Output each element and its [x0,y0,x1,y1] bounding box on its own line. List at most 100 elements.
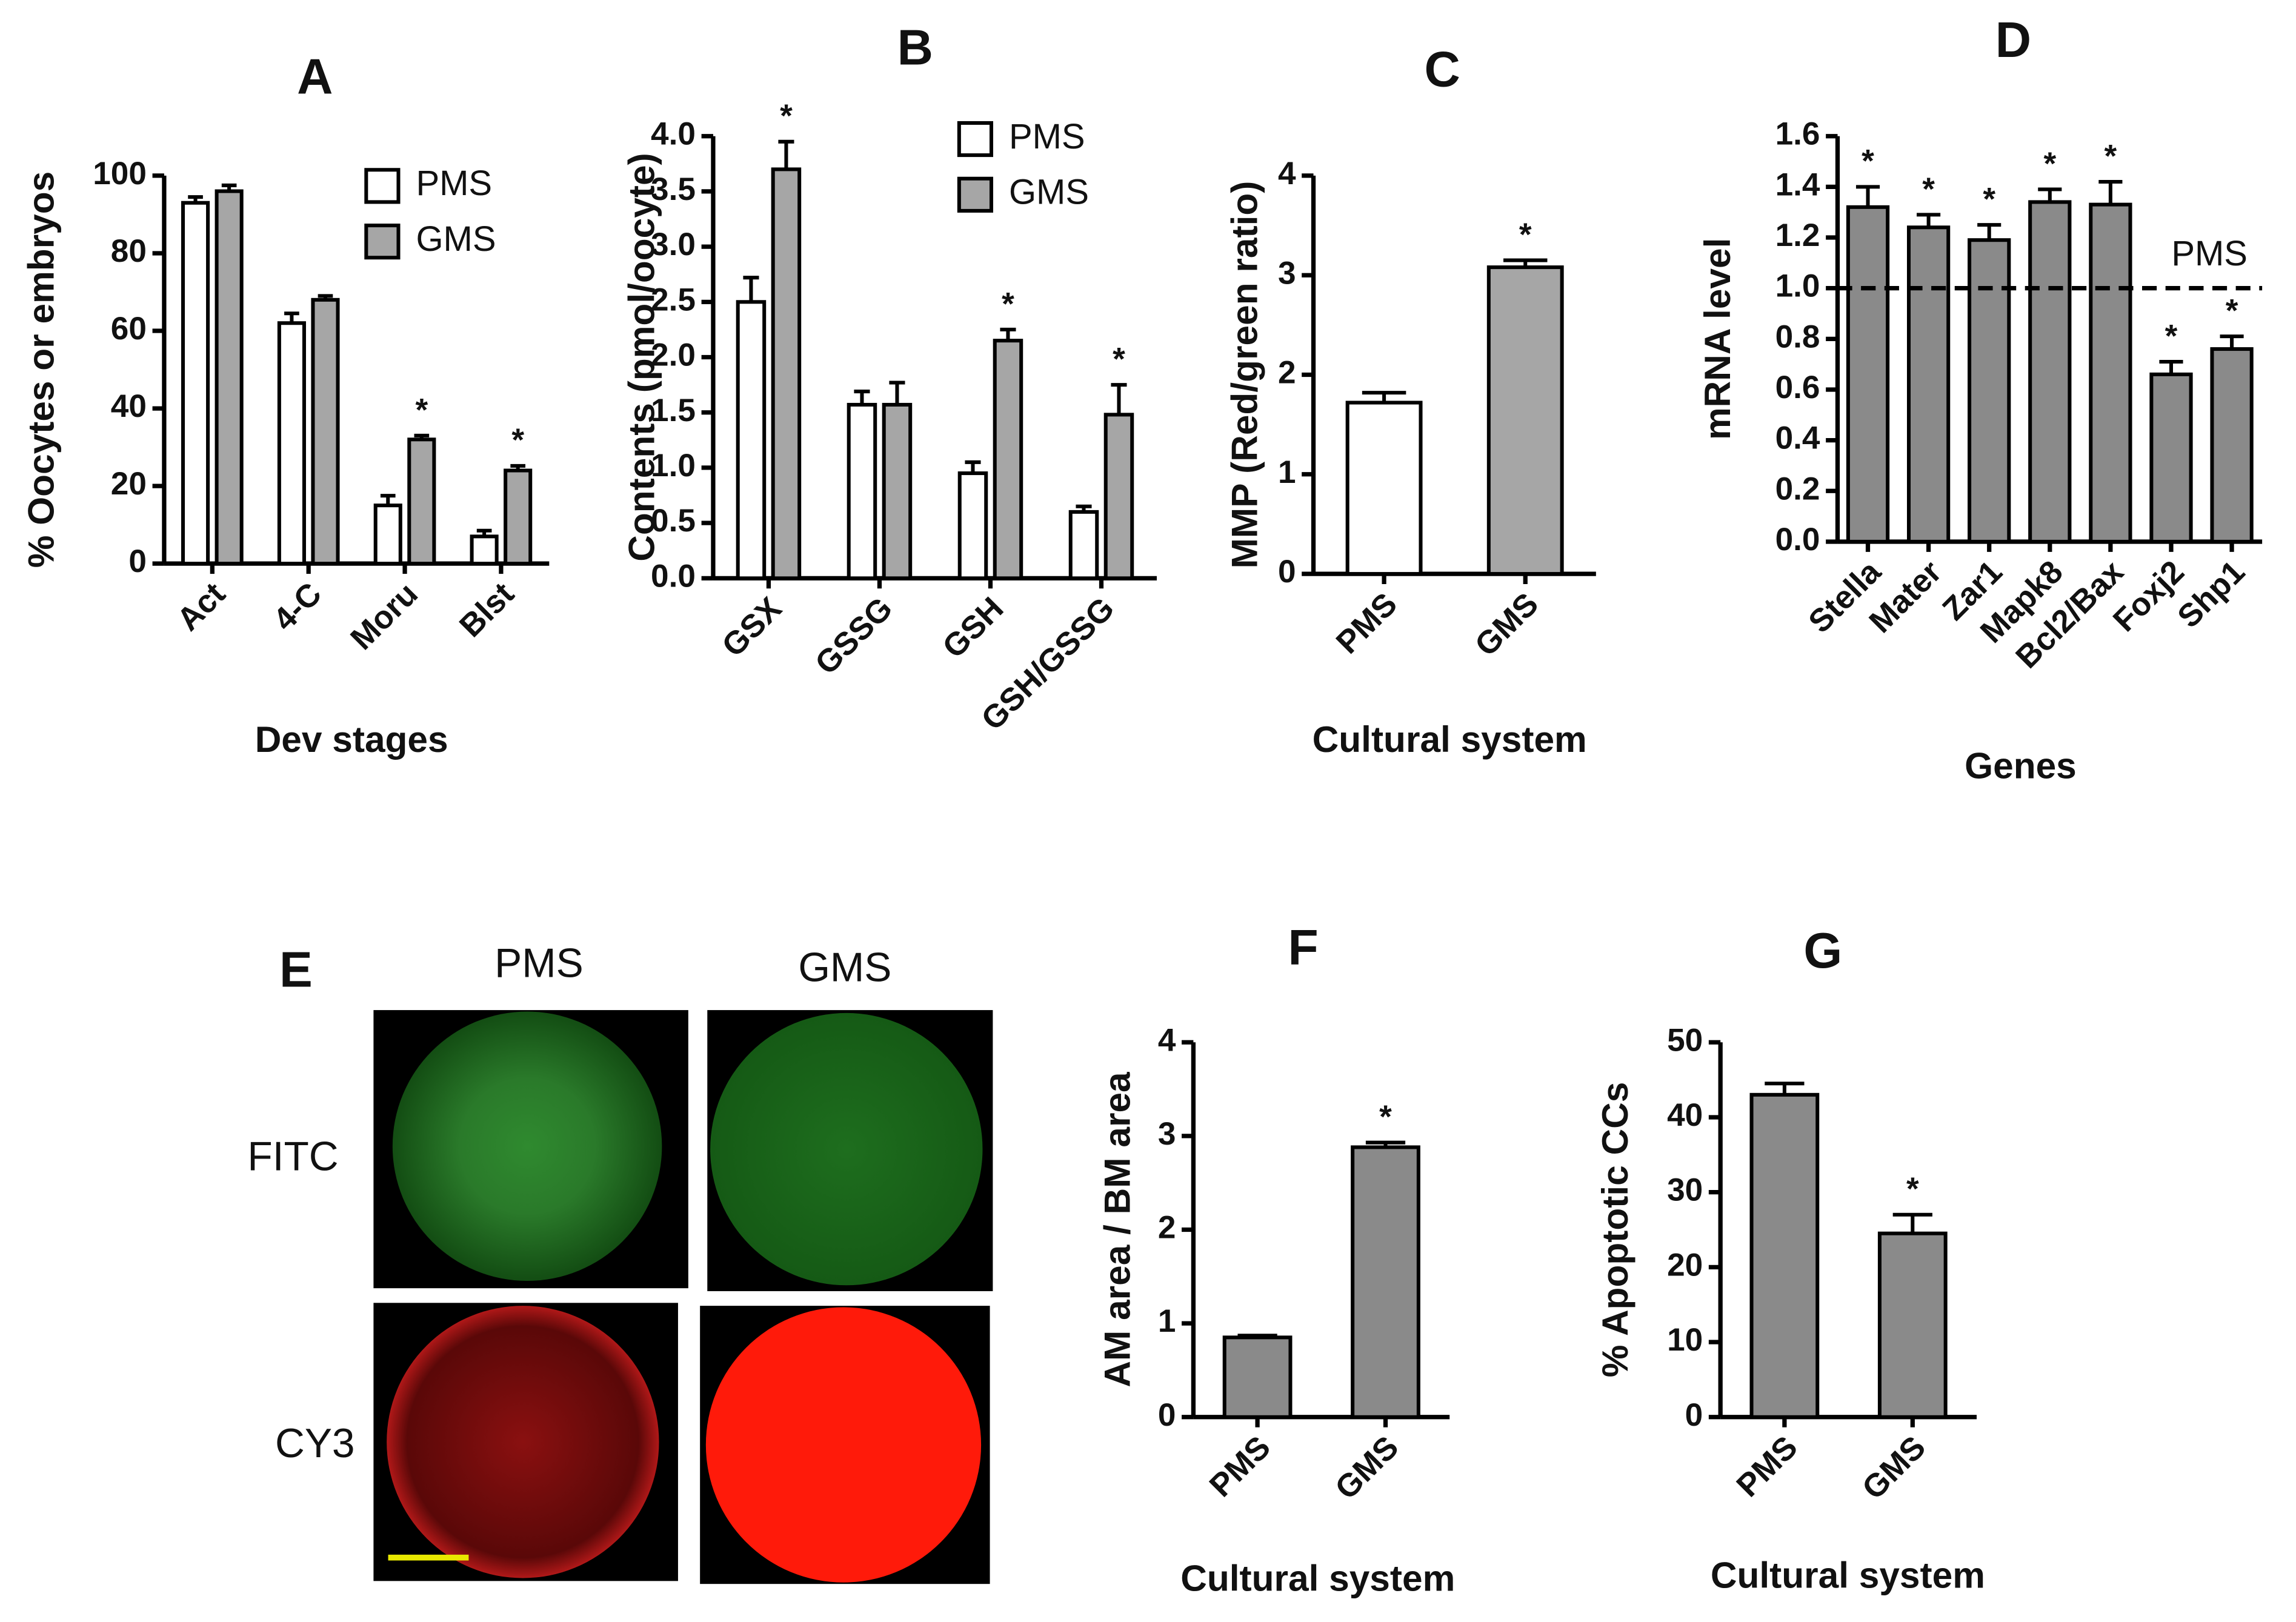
y-tick-label: 2 [1158,1210,1176,1246]
x-tick-label: GMS [1855,1429,1932,1506]
legend-swatch [957,176,994,213]
y-tick-label: 0.5 [651,503,696,539]
x-tick-label: GMS [1468,586,1545,663]
x-tick-label: Moru [344,576,425,657]
bar [882,402,913,580]
x-tick-label: Blst [453,576,521,644]
panel-title: C [1424,42,1460,98]
significance: * [1113,342,1125,377]
bar [993,339,1023,580]
y-tick-label: 2.0 [651,337,696,373]
bar [1068,510,1099,580]
significance: * [780,98,793,134]
x-tick-label: GSSG [808,591,899,682]
panel-title: G [1803,923,1842,979]
y-tick-label: 0 [1158,1397,1176,1433]
y-tick-label: 0 [128,543,147,579]
y-axis-title: AM area / BM area [1097,1072,1138,1388]
oocyte [392,1011,662,1281]
legend-label: PMS [416,164,492,203]
significance: * [1379,1099,1392,1135]
bar [2028,200,2072,543]
y-tick-label: 1 [1158,1303,1176,1339]
bar [215,189,244,566]
bar [1222,1335,1293,1419]
y-tick-label: 0 [1685,1397,1703,1433]
y-tick-label: 3.5 [651,171,696,207]
reference-label: PMS [2171,234,2248,273]
bar [1846,205,1890,543]
bar [373,504,402,566]
panel-title: E [279,942,313,997]
x-axis-title: Dev stages [255,719,448,760]
y-tick-label: 3 [1278,255,1296,291]
bar [470,534,499,566]
legend-label: GMS [416,220,496,259]
bar [1877,1231,1948,1419]
x-axis-title: Cultural system [1180,1557,1455,1598]
column-label: GMS [798,945,891,991]
bar [1351,1145,1420,1419]
significance: * [2226,293,2238,329]
panel-e: E PMS GMS FITC CY3 [247,940,993,1584]
bar [2089,202,2132,543]
y-tick-label: 1.0 [1775,268,1820,304]
y-tick-label: 0.6 [1775,370,1820,405]
y-tick-label: 1.5 [651,393,696,428]
y-tick-label: 10 [1667,1322,1703,1358]
x-tick-label: Foxj2 [2106,554,2191,639]
bar [847,402,877,580]
significance: * [1862,144,1874,179]
legend-swatch [364,168,401,204]
bar [736,300,767,580]
x-axis-title: Genes [1965,745,2077,786]
significance: * [1983,181,1995,217]
y-axis-title: mRNA level [1697,238,1738,440]
legend-swatch [364,224,401,260]
y-tick-label: 40 [1667,1097,1703,1133]
panel-title: D [1995,13,2031,68]
bar [311,297,340,566]
x-tick-label: PMS [1203,1429,1277,1504]
y-tick-label: 1.4 [1775,167,1820,202]
bar [957,471,988,580]
bar [1749,1092,1820,1419]
x-tick-label: PMS [1329,586,1404,660]
significance: * [511,422,524,458]
x-tick-label: Shp1 [2171,554,2252,635]
y-tick-label: 50 [1667,1022,1703,1058]
y-tick-label: 0.0 [651,558,696,594]
significance: * [1002,286,1014,322]
panel-title: B [897,20,933,75]
significance: * [2165,318,2178,354]
x-tick-label: GMS [1328,1429,1405,1506]
y-tick-label: 3.0 [651,227,696,262]
bar [504,468,533,566]
y-tick-label: 80 [111,233,147,269]
y-tick-label: 1.0 [651,448,696,484]
y-tick-label: 0 [1278,554,1296,590]
bar [1345,401,1423,576]
legend-label: GMS [1009,173,1089,212]
y-tick-label: 60 [111,311,147,347]
y-tick-label: 0.8 [1775,319,1820,354]
bar [1968,238,2011,543]
y-tick-label: 4 [1158,1022,1176,1058]
bar [1486,265,1564,576]
bar [771,167,802,580]
legend-label: PMS [1009,118,1085,156]
y-tick-label: 3 [1158,1116,1176,1152]
bar [2210,347,2254,543]
bar [181,201,210,566]
oocyte [710,1012,983,1286]
y-axis-title: % Oocytes or embryos [21,171,62,568]
bar [1906,225,1951,543]
significance: * [1519,217,1532,253]
significance: * [2043,146,2056,182]
oocyte [705,1307,982,1583]
y-tick-label: 0.4 [1775,420,1820,456]
panel-title: A [297,50,333,105]
y-tick-label: 1.6 [1775,116,1820,152]
y-tick-label: 4.0 [651,116,696,152]
